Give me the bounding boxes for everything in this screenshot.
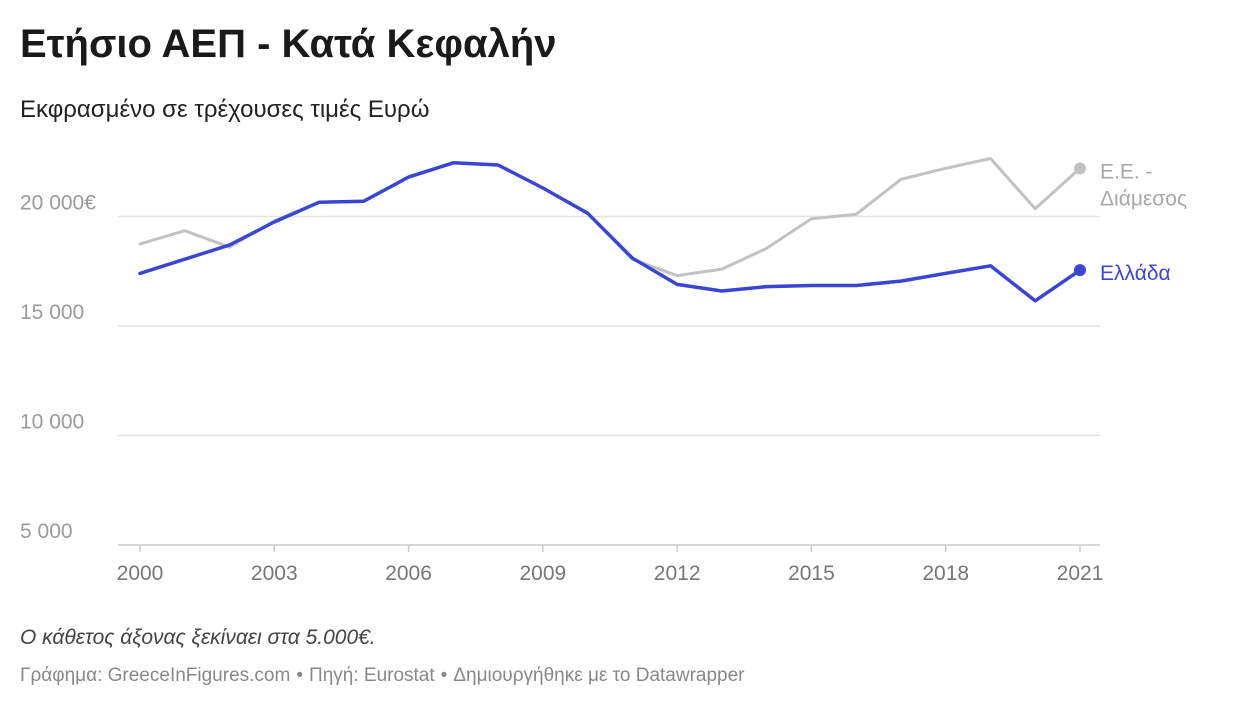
x-axis: 2000 2003 2006 2009 2012 2015 2018 2021: [117, 545, 1104, 585]
separator: •: [440, 665, 448, 686]
x-tick-label: 2021: [1057, 562, 1104, 585]
series-labels: Ε.Ε. - Διάμεσος Ελλάδα: [1100, 160, 1187, 285]
x-tick-label: 2009: [519, 562, 566, 585]
series-line: [138, 161, 1082, 303]
made-with-text: Δημιουργήθηκε με το Datawrapper: [453, 665, 745, 686]
series-label: Ε.Ε. -: [1100, 160, 1153, 183]
series-label: Ελλάδα: [1100, 262, 1171, 285]
chart-subtitle: Εκφρασμένο σε τρέχουσες τιμές Ευρώ: [20, 96, 430, 123]
series-end-dot: [1074, 264, 1086, 277]
y-tick-label: 10 000: [20, 411, 84, 434]
y-tick-label: 5 000: [20, 520, 73, 543]
x-tick-label: 2018: [922, 562, 969, 585]
y-tick-label: 20 000€: [20, 192, 96, 215]
x-tick-label: 2015: [788, 562, 835, 585]
y-tick-label: 15 000: [20, 301, 84, 324]
axis-note: Ο κάθετος άξονας ξεκίναει στα 5.000€.: [20, 626, 376, 649]
x-tick-label: 2012: [654, 562, 701, 585]
x-tick-label: 2000: [117, 562, 164, 585]
series-label: Διάμεσος: [1100, 187, 1187, 210]
grid-layer: 5 000 10 000 15 000 20 000€: [20, 192, 1100, 546]
chart-title: Ετήσιο ΑΕΠ - Κατά Κεφαλήν: [20, 22, 557, 66]
series-layer: [138, 157, 1086, 303]
separator: •: [296, 665, 303, 686]
series-end-dot: [1074, 162, 1086, 175]
source-text: Πηγή: Eurostat: [308, 665, 435, 686]
x-tick-label: 2006: [385, 562, 432, 585]
chart-footer: Γράφημα: GreeceInFigures.com • Πηγή: Euros…: [20, 665, 745, 687]
credit-text: Γράφημα: GreeceInFigures.com: [20, 665, 291, 686]
x-tick-label: 2003: [251, 562, 298, 585]
